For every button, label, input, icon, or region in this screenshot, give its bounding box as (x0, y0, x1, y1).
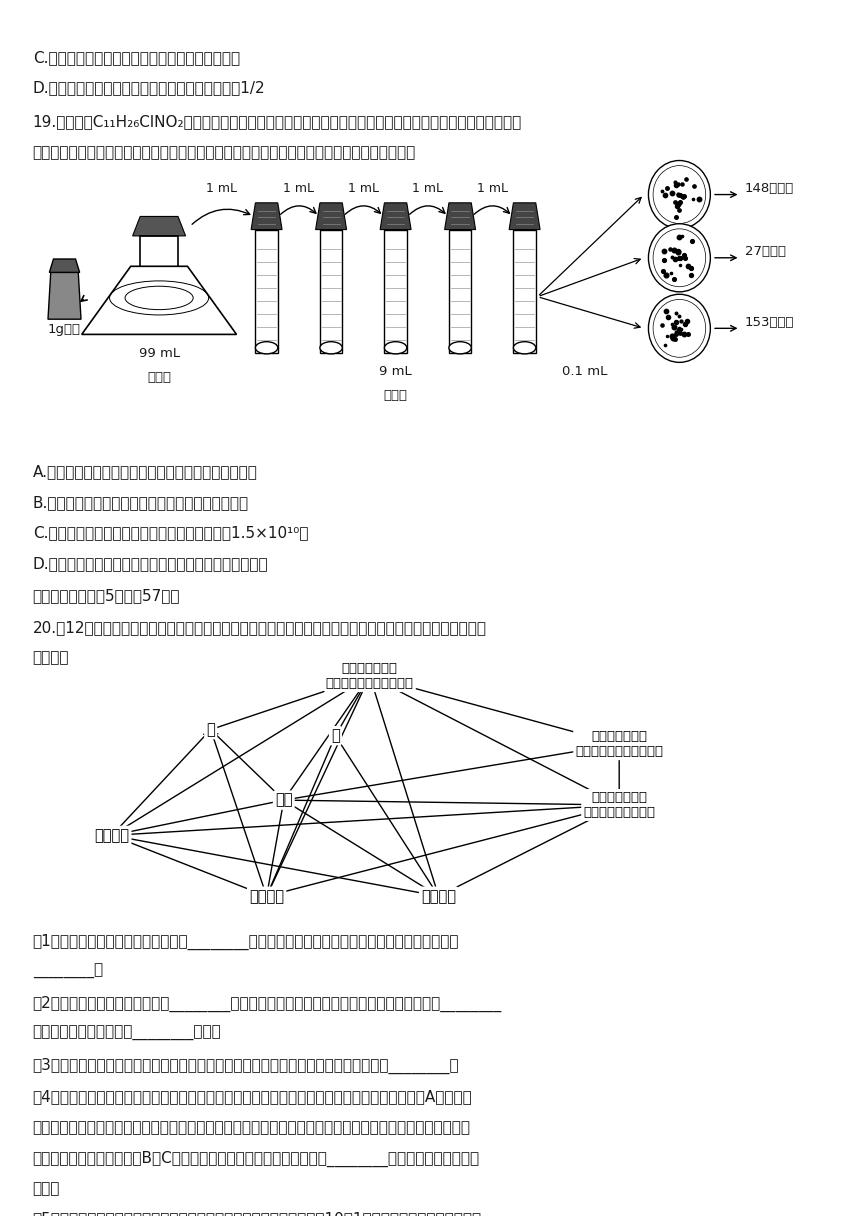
Text: 白虾: 白虾 (275, 793, 292, 807)
Text: B.以丙草胺为唯一氮源配置的培养基属于鉴别培养基: B.以丙草胺为唯一氮源配置的培养基属于鉴别培养基 (33, 495, 249, 510)
Text: 9 mL: 9 mL (379, 365, 412, 378)
Text: 1 mL: 1 mL (347, 182, 379, 196)
Text: ________。: ________。 (33, 964, 103, 979)
Text: 20.（12分）太湖位于长江三角洲，是我国第三大淡水湖。下图为太湖生态系统中食物网的一部分。请回答下: 20.（12分）太湖位于长江三角洲，是我国第三大淡水湖。下图为太湖生态系统中食物… (33, 620, 487, 635)
Ellipse shape (384, 342, 407, 354)
Text: 示）。: 示）。 (33, 1181, 60, 1195)
Text: 27个菌落: 27个菌落 (745, 246, 786, 258)
Text: 小型肉食性鱼类
（黄颡鱼、太湖白鱼等）: 小型肉食性鱼类 （黄颡鱼、太湖白鱼等） (575, 730, 663, 759)
Text: 和乙瓶中的氧气含量分别为B和C。则浮游植物的总初级生产量可表示为________（用字母和计算符号表: 和乙瓶中的氧气含量分别为B和C。则浮游植物的总初级生产量可表示为________… (33, 1150, 480, 1166)
Text: 1 mL: 1 mL (476, 182, 508, 196)
Ellipse shape (653, 165, 706, 224)
Text: 水生植物: 水生植物 (421, 889, 456, 903)
Polygon shape (316, 203, 347, 230)
Text: 小型杂食性鱼类
（梅鲚鱼、银鱼等）: 小型杂食性鱼类 （梅鲚鱼、银鱼等） (583, 790, 655, 820)
Polygon shape (132, 216, 186, 236)
Ellipse shape (653, 299, 706, 358)
Polygon shape (48, 272, 81, 319)
Text: 分成二等份，分别装入不透光（甲）和透光（乙）的两个玻璃瓶中，密闭后放回取样处，若干小时后测得甲瓶: 分成二等份，分别装入不透光（甲）和透光（乙）的两个玻璃瓶中，密闭后放回取样处，若… (33, 1120, 470, 1135)
Text: 无菌水: 无菌水 (384, 389, 408, 402)
Ellipse shape (653, 229, 706, 287)
Text: （5）为保护太湖水生生物资源、促进水域生态环境的有效改善，从去年10月1日起，江苏对辖区内太湖实施: （5）为保护太湖水生生物资源、促进水域生态环境的有效改善，从去年10月1日起，江… (33, 1211, 482, 1216)
Text: 153个菌落: 153个菌落 (745, 316, 795, 328)
Text: 浮游动物: 浮游动物 (95, 828, 129, 843)
Text: C.依据实验结果计算出每克土壤中的菌株数约为1.5×10¹⁰个: C.依据实验结果计算出每克土壤中的菌株数约为1.5×10¹⁰个 (33, 525, 308, 540)
Polygon shape (445, 203, 476, 230)
Text: 1 mL: 1 mL (283, 182, 315, 196)
Text: A.实验过程中应避免已灭菌处理的土壤与周围物品接触: A.实验过程中应避免已灭菌处理的土壤与周围物品接触 (33, 465, 257, 479)
Text: 列问题：: 列问题： (33, 651, 69, 665)
Text: 大型肉食性鱼类
（乌鳢、鲶和翘嘴鲌等）: 大型肉食性鱼类 （乌鳢、鲶和翘嘴鲌等） (326, 662, 414, 691)
Text: C.若处于减数分裂，该细胞中有一半染色体带标记: C.若处于减数分裂，该细胞中有一半染色体带标记 (33, 50, 240, 64)
Bar (384, 230, 407, 353)
Polygon shape (380, 203, 411, 230)
Text: 1g土样: 1g土样 (48, 322, 81, 336)
Text: 无菌水: 无菌水 (147, 371, 171, 384)
Text: D.若处于减数分裂，产生的子代细胞中带标记的占1/2: D.若处于减数分裂，产生的子代细胞中带标记的占1/2 (33, 80, 265, 95)
Ellipse shape (648, 224, 710, 292)
Text: 鲤: 鲤 (331, 728, 340, 743)
Text: （3）近年来，太湖白鱼的数量急剧减少，但对乌鳢的种群数量影响不大，其主要原因是________。: （3）近年来，太湖白鱼的数量急剧减少，但对乌鳢的种群数量影响不大，其主要原因是_… (33, 1058, 459, 1074)
Text: 99 mL: 99 mL (138, 347, 180, 360)
Ellipse shape (449, 342, 471, 354)
Ellipse shape (648, 161, 710, 229)
Text: 19.丙草胺（C₁₁H₂₆ClNO₂）是一种广泛应用的除草剂。某研究小组从某地土壤中分离获得能有效降解丙草胺的: 19.丙草胺（C₁₁H₂₆ClNO₂）是一种广泛应用的除草剂。某研究小组从某地土… (33, 114, 522, 129)
Polygon shape (82, 266, 236, 334)
Ellipse shape (648, 294, 710, 362)
Ellipse shape (320, 342, 342, 354)
Text: 鲢: 鲢 (206, 722, 215, 737)
Polygon shape (49, 259, 80, 272)
Text: （2）此食物网中鲢和鲤的关系是________。鲢、鲤生活在不同的水层中，可以充分利用水体的________: （2）此食物网中鲢和鲤的关系是________。鲢、鲤生活在不同的水层中，可以充… (33, 996, 502, 1012)
Text: （1）该生态系统的成分除图示外还有________。图中既是初级消费者又是次级消费者的生物类群有: （1）该生态系统的成分除图示外还有________。图中既是初级消费者又是次级消… (33, 934, 459, 950)
Bar (449, 230, 471, 353)
Text: D.利用稀释涂布平板法得到的结果往往比实际活菌数要低: D.利用稀释涂布平板法得到的结果往往比实际活菌数要低 (33, 556, 268, 570)
Text: 1 mL: 1 mL (206, 182, 237, 196)
Polygon shape (509, 203, 540, 230)
Bar (255, 230, 278, 353)
Bar (320, 230, 342, 353)
Ellipse shape (255, 342, 278, 354)
Text: 等资源，这体现了群落的________结构。: 等资源，这体现了群落的________结构。 (33, 1026, 221, 1041)
Ellipse shape (513, 342, 536, 354)
Polygon shape (251, 203, 282, 230)
Text: 三、非选择题：共5题，共57分。: 三、非选择题：共5题，共57分。 (33, 589, 181, 603)
Text: 0.1 mL: 0.1 mL (562, 365, 607, 378)
Text: 148个菌落: 148个菌落 (745, 182, 794, 195)
Text: （4）若要测定该生态系统中浮游植物的总初级生产量，可在某一水深处取水样，测定氧气含量为A，将水样: （4）若要测定该生态系统中浮游植物的总初级生产量，可在某一水深处取水样，测定氧气… (33, 1090, 472, 1104)
Text: 细菌菌株，并对其计数，如下图所示，以期为修复污染土壤提供微生物资源。下列叙述正确的是: 细菌菌株，并对其计数，如下图所示，以期为修复污染土壤提供微生物资源。下列叙述正确… (33, 145, 416, 159)
Bar (513, 230, 536, 353)
Text: 浮游植物: 浮游植物 (249, 889, 284, 903)
Text: 1 mL: 1 mL (412, 182, 444, 196)
